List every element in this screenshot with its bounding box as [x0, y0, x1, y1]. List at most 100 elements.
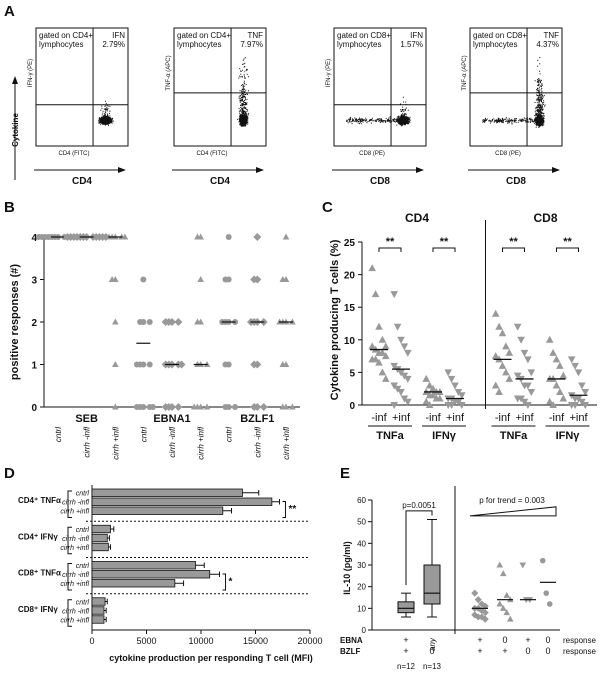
- marker-label: CD4: [210, 176, 230, 187]
- x-tick-label: -inf: [371, 412, 387, 424]
- group-label: SEB: [75, 413, 98, 425]
- data-point: [121, 233, 129, 240]
- bar-label: cirrh +infl: [60, 617, 89, 624]
- chart-d: 0 5000 10000 15000 20000 cytokine production …: [18, 485, 323, 663]
- x-tick-label: 15000: [243, 636, 268, 646]
- significance-bracket: [556, 247, 579, 252]
- y-axis-label: Cytokine producing T cells (%): [329, 239, 341, 400]
- group-brace: [67, 563, 72, 591]
- x-group-label: cntrl: [225, 427, 234, 442]
- percentage-label: 7.97%: [240, 40, 263, 49]
- bar: [91, 597, 106, 606]
- pvalue-label: p=0.0051: [402, 501, 436, 510]
- x-tick-label: -inf: [549, 412, 565, 424]
- data-point: [519, 562, 527, 569]
- data-point: [146, 361, 153, 368]
- data-point: [282, 233, 290, 240]
- gate-label: lymphocytes: [39, 40, 83, 49]
- row-label-ebna: EBNA: [340, 636, 363, 645]
- x-group-label: cirrh -infl: [168, 427, 177, 458]
- y-tick-label: 10: [344, 336, 356, 347]
- y-tick-label: 10: [357, 604, 366, 613]
- x-tick-label: 10000: [188, 636, 213, 646]
- x-channel-label: CD4 (FITC): [59, 151, 90, 157]
- data-point: [444, 369, 452, 377]
- group-label: BZLF1: [240, 413, 274, 425]
- data-point: [102, 233, 110, 240]
- data-point: [174, 403, 183, 411]
- x-channel-label: CD4 (FITC): [197, 151, 228, 157]
- panel-d-label: D: [4, 465, 15, 482]
- y-tick-label: 30: [357, 561, 366, 570]
- data-point: [502, 368, 510, 376]
- bar: [91, 570, 211, 579]
- data-point: [161, 318, 170, 326]
- data-point: [549, 348, 557, 356]
- y-tick-label: 0: [349, 401, 355, 412]
- x-channel-label: CD8 (PE): [359, 151, 385, 157]
- bar: [91, 542, 109, 552]
- flow-plot-frame: [173, 27, 267, 147]
- data-point: [543, 590, 550, 596]
- y-tick-label: 0: [31, 403, 37, 414]
- data-point: [491, 352, 500, 360]
- bar-label: cntrl: [76, 599, 90, 606]
- bar-label: cntrl: [76, 563, 90, 570]
- trend-label: p for trend = 0.003: [479, 496, 545, 505]
- data-point: [513, 323, 522, 331]
- marker-arrowhead: [118, 167, 126, 173]
- data-point: [404, 398, 412, 406]
- data-point: [559, 371, 568, 379]
- data-point: [491, 309, 500, 317]
- event-dots: [482, 57, 546, 128]
- percentage-label: 2.79%: [102, 40, 125, 49]
- panel-b-label: B: [4, 199, 15, 216]
- data-point: [194, 318, 201, 325]
- significance-bracket: [222, 573, 227, 591]
- significance-label: **: [288, 504, 296, 515]
- data-point: [197, 276, 204, 282]
- data-point: [451, 382, 459, 390]
- data-point: [578, 382, 586, 390]
- data-point: [503, 591, 511, 598]
- y-axis-label: positive responses (#): [9, 264, 21, 380]
- data-point: [194, 233, 201, 240]
- data-point: [146, 319, 153, 325]
- data-point: [567, 356, 576, 364]
- y-tick-label: 0: [362, 626, 367, 635]
- data-point: [552, 355, 561, 363]
- marker-arrowhead: [552, 167, 560, 173]
- bar: [91, 606, 105, 615]
- x-group-label: cirrh +infl: [282, 427, 291, 460]
- x-group-label: cirrh +infl: [111, 427, 120, 460]
- data-point: [422, 397, 430, 405]
- flow-plot-frame: [35, 27, 129, 147]
- data-point: [524, 402, 532, 409]
- percentage-label: 4.37%: [536, 40, 559, 49]
- group-label: EBNA1: [153, 413, 190, 425]
- y-tick-label: 2: [31, 318, 37, 329]
- x-tick-label: 0: [89, 636, 94, 646]
- y-channel-label: TNF-α (APC): [166, 55, 172, 90]
- group-brace: [67, 599, 72, 627]
- box: [423, 564, 441, 605]
- section-label: CD8: [533, 211, 557, 225]
- data-point: [368, 264, 376, 272]
- data-point: [552, 381, 561, 389]
- bar: [91, 497, 273, 506]
- bar: [91, 579, 176, 588]
- data-point: [133, 404, 140, 410]
- significance-bracket: [378, 247, 402, 252]
- event-dots: [237, 57, 250, 127]
- data-point: [527, 388, 536, 396]
- x-tick-label: +inf: [569, 412, 588, 424]
- data-point: [259, 403, 268, 411]
- event-dots: [97, 100, 114, 126]
- flow-plot-frame: [333, 27, 427, 147]
- data-point: [458, 392, 466, 400]
- data-point: [545, 397, 554, 405]
- group-label: CD4⁺ IFNγ: [18, 532, 58, 541]
- data-point: [253, 233, 262, 241]
- y-tick-label: 1: [31, 361, 37, 372]
